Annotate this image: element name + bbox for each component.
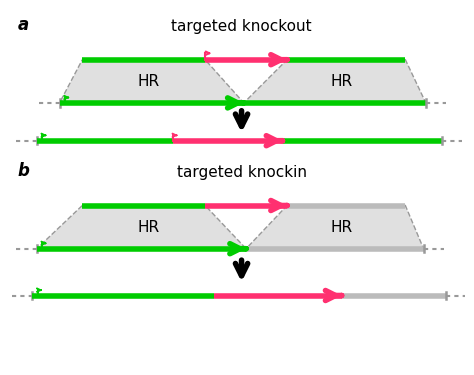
Polygon shape [37, 206, 246, 249]
Polygon shape [246, 206, 424, 249]
Text: targeted knockout: targeted knockout [171, 19, 312, 34]
Text: targeted knockin: targeted knockin [176, 165, 307, 180]
Text: HR: HR [137, 220, 159, 235]
Text: b: b [18, 162, 29, 180]
Text: HR: HR [137, 74, 159, 89]
Text: a: a [18, 16, 29, 34]
Polygon shape [60, 60, 244, 103]
Polygon shape [244, 60, 426, 103]
Text: HR: HR [330, 220, 353, 235]
Text: HR: HR [330, 74, 353, 89]
